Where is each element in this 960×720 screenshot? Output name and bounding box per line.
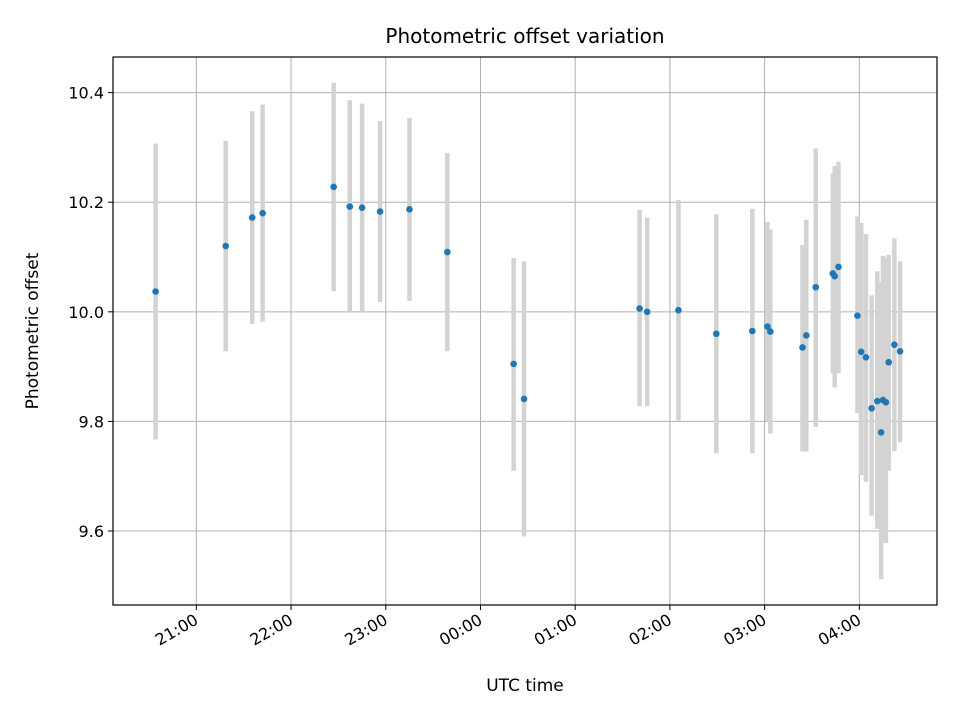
- plot-frame: [112, 56, 938, 606]
- x-axis-ticks: 21:00 22:00 23:00 00:00 01:00 02:00 03:00 04:00: [152, 605, 864, 650]
- data-point: [222, 242, 230, 250]
- x-tick-label: 02:00: [625, 610, 674, 650]
- error-bars: [153, 82, 903, 580]
- y-tick-label: 9.8: [79, 412, 104, 431]
- data-point: [643, 308, 651, 316]
- y-axis-label: Photometric offset: [23, 252, 43, 409]
- data-point: [248, 214, 256, 221]
- data-point: [831, 272, 839, 280]
- x-tick-label: 01:00: [531, 610, 580, 650]
- data-point: [896, 347, 904, 355]
- data-point: [767, 328, 774, 335]
- data-point: [802, 332, 810, 339]
- x-axis-label: UTC time: [486, 676, 564, 696]
- y-tick-label: 10.2: [68, 193, 104, 212]
- data-point: [799, 344, 806, 351]
- data-point: [874, 397, 881, 405]
- data-point: [406, 206, 413, 213]
- data-point: [346, 203, 354, 210]
- x-tick-label: 04:00: [815, 610, 864, 650]
- x-tick-label: 00:00: [436, 610, 485, 650]
- y-tick-label: 10.4: [68, 84, 104, 103]
- data-point: [376, 208, 384, 215]
- y-axis-ticks: 9.6 9.8 10.0 10.2 10.4: [68, 84, 113, 541]
- data-point: [868, 404, 875, 412]
- data-point: [812, 283, 820, 291]
- data-point: [749, 327, 756, 335]
- data-point: [510, 360, 517, 368]
- data-point: [885, 358, 892, 366]
- data-point: [854, 312, 861, 319]
- data-points: [152, 183, 904, 436]
- data-point: [520, 395, 528, 403]
- data-point: [358, 204, 366, 211]
- data-point: [330, 183, 337, 191]
- data-point: [764, 323, 771, 330]
- x-tick-label: 21:00: [152, 610, 201, 650]
- data-point: [835, 263, 842, 271]
- x-tick-label: 22:00: [247, 610, 296, 650]
- data-point: [713, 330, 720, 338]
- data-point: [675, 306, 682, 314]
- y-tick-label: 10.0: [68, 303, 104, 322]
- y-tick-label: 9.6: [79, 522, 104, 541]
- data-point: [636, 305, 643, 312]
- data-point: [882, 398, 890, 406]
- data-point: [857, 348, 865, 356]
- data-point: [862, 354, 870, 361]
- data-point: [891, 341, 898, 349]
- data-point: [877, 429, 885, 436]
- chart-title: Photometric offset variation: [385, 24, 664, 48]
- data-point: [152, 288, 159, 295]
- x-tick-label: 03:00: [720, 610, 769, 650]
- data-point: [444, 248, 451, 256]
- data-point: [259, 209, 266, 217]
- x-tick-label: 23:00: [341, 610, 390, 650]
